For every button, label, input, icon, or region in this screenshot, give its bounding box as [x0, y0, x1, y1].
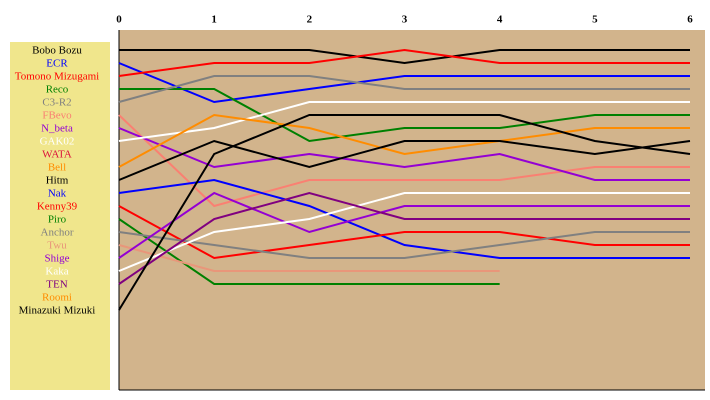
legend-label: Hitm — [46, 175, 69, 187]
series-line — [118, 113, 690, 168]
legend-box — [10, 42, 110, 390]
legend-label: WATA — [42, 149, 72, 161]
legend-label: GAK02 — [40, 136, 75, 148]
legend-label: FBevo — [42, 110, 72, 122]
legend-label: N_beta — [41, 123, 73, 135]
series-line — [118, 191, 690, 259]
legend-label: Twu — [47, 240, 67, 252]
series-line — [118, 178, 690, 259]
series-line — [118, 101, 690, 142]
legend-label: Shige — [44, 253, 69, 265]
legend-label: Nak — [48, 188, 67, 200]
x-tick-label: 1 — [211, 14, 217, 26]
legend-label: Bobo Bozu — [32, 45, 82, 57]
legend-label: ECR — [46, 58, 68, 70]
series-line — [118, 139, 691, 181]
legend-label: Tomono Mizugami — [15, 71, 99, 83]
series-line — [118, 231, 690, 259]
series-line — [118, 62, 690, 104]
series-line — [118, 114, 691, 311]
series-line — [118, 127, 690, 181]
x-tick-label: 5 — [592, 14, 598, 26]
legend-label: Bell — [48, 162, 66, 174]
legend-label: C3-R2 — [42, 97, 71, 109]
series-line — [119, 49, 690, 65]
x-tick-label: 6 — [687, 14, 693, 26]
series-line — [118, 75, 690, 103]
legend-label: Anchor — [41, 227, 74, 239]
legend-label: Roomi — [42, 292, 72, 304]
x-tick-label: 0 — [116, 14, 122, 26]
legend-label: Kaka — [45, 266, 68, 278]
x-tick-label: 4 — [497, 14, 503, 26]
plot-area — [119, 30, 705, 390]
series-line — [118, 244, 500, 272]
legend-label: Piro — [48, 214, 67, 226]
series-line — [118, 191, 690, 285]
series-line — [118, 114, 690, 208]
series-line — [119, 88, 690, 143]
x-tick-label: 2 — [307, 14, 313, 26]
series-line — [118, 192, 690, 272]
series-line — [118, 48, 690, 77]
legend-label: TEN — [46, 279, 67, 291]
legend-label: Kenny39 — [37, 201, 78, 213]
series-line — [118, 205, 690, 260]
legend-label: Minazuki Mizuki — [19, 305, 96, 317]
legend-label: Reco — [46, 84, 69, 96]
x-tick-label: 3 — [402, 14, 408, 26]
